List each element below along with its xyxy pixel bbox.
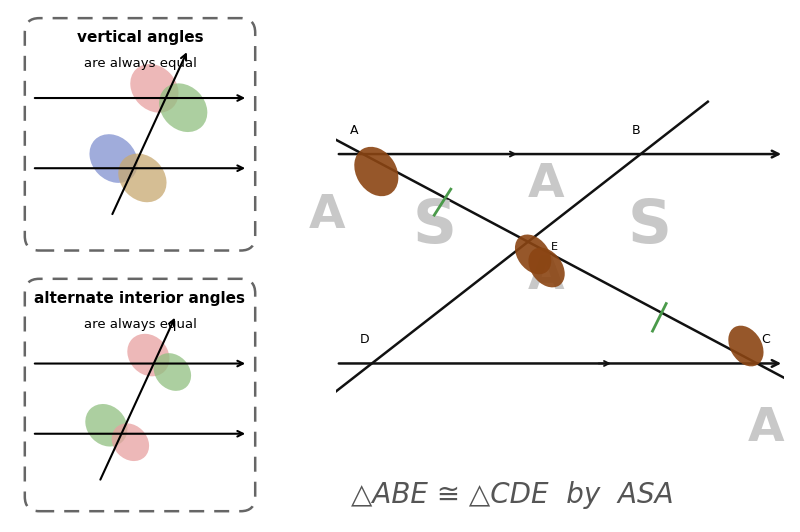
- Text: C: C: [762, 333, 770, 346]
- Ellipse shape: [130, 64, 178, 113]
- Text: A: A: [309, 193, 346, 238]
- Ellipse shape: [159, 84, 207, 132]
- Text: D: D: [360, 333, 370, 346]
- Text: S: S: [413, 196, 457, 255]
- Ellipse shape: [90, 134, 138, 183]
- Text: S: S: [627, 196, 671, 255]
- Text: A: A: [748, 406, 784, 451]
- Ellipse shape: [127, 334, 170, 376]
- Text: vertical angles: vertical angles: [77, 30, 203, 45]
- Ellipse shape: [86, 404, 127, 446]
- Ellipse shape: [354, 147, 398, 196]
- Text: alternate interior angles: alternate interior angles: [34, 291, 246, 306]
- Ellipse shape: [154, 353, 191, 391]
- Text: are always equal: are always equal: [83, 318, 197, 330]
- Ellipse shape: [728, 326, 763, 367]
- Text: E: E: [551, 242, 558, 252]
- FancyBboxPatch shape: [25, 18, 255, 251]
- Text: △ABE ≅ △CDE  by  ASA: △ABE ≅ △CDE by ASA: [351, 481, 674, 509]
- Ellipse shape: [515, 235, 551, 275]
- Ellipse shape: [528, 247, 565, 287]
- Text: are always equal: are always equal: [83, 57, 197, 70]
- Ellipse shape: [112, 423, 149, 461]
- Text: A: A: [528, 254, 565, 298]
- Ellipse shape: [118, 154, 166, 202]
- Text: B: B: [632, 123, 641, 137]
- Text: A: A: [350, 123, 358, 137]
- FancyBboxPatch shape: [25, 279, 255, 511]
- Text: A: A: [528, 162, 565, 207]
